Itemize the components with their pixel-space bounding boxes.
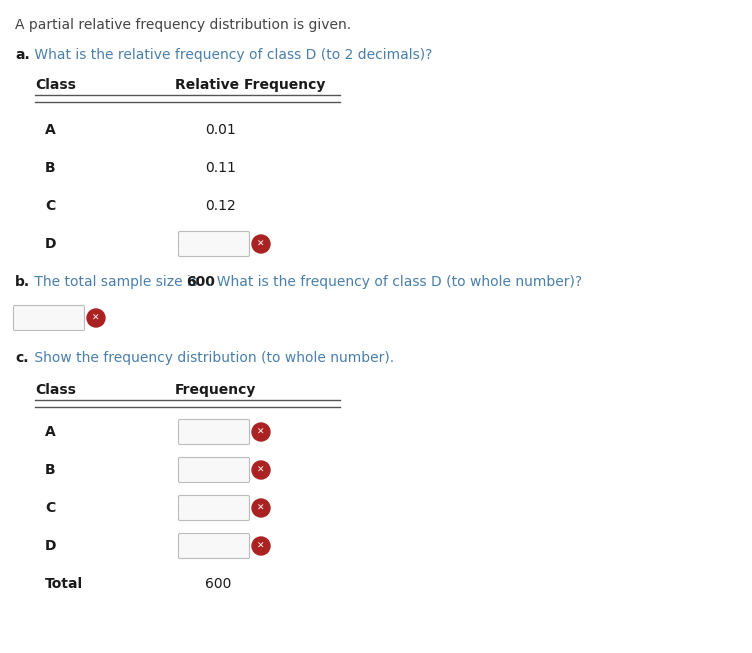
Text: What is the relative frequency of class D (to 2 decimals)?: What is the relative frequency of class … bbox=[30, 48, 432, 62]
Text: ✕: ✕ bbox=[257, 541, 265, 550]
Text: ✕: ✕ bbox=[257, 240, 265, 249]
Text: b.: b. bbox=[15, 275, 30, 289]
Text: . What is the frequency of class D (to whole number)?: . What is the frequency of class D (to w… bbox=[208, 275, 583, 289]
Text: C: C bbox=[45, 199, 55, 213]
Text: ✕: ✕ bbox=[92, 313, 100, 323]
Text: D: D bbox=[45, 539, 56, 553]
Text: ✕: ✕ bbox=[257, 503, 265, 513]
Text: 0.11: 0.11 bbox=[205, 161, 236, 175]
Text: Relative Frequency: Relative Frequency bbox=[175, 78, 326, 92]
FancyBboxPatch shape bbox=[178, 232, 250, 257]
Text: Class: Class bbox=[35, 383, 76, 397]
Text: c.: c. bbox=[15, 351, 29, 365]
Text: Total: Total bbox=[45, 577, 83, 591]
Circle shape bbox=[252, 499, 270, 517]
Text: ✕: ✕ bbox=[257, 428, 265, 436]
Text: 600: 600 bbox=[186, 275, 215, 289]
Text: Frequency: Frequency bbox=[175, 383, 256, 397]
Text: A: A bbox=[45, 425, 56, 439]
Text: A: A bbox=[45, 123, 56, 137]
Text: ✕: ✕ bbox=[257, 466, 265, 475]
Circle shape bbox=[252, 235, 270, 253]
Text: The total sample size is: The total sample size is bbox=[30, 275, 202, 289]
Text: 0.12: 0.12 bbox=[205, 199, 235, 213]
Text: B: B bbox=[45, 463, 56, 477]
FancyBboxPatch shape bbox=[178, 419, 250, 445]
Circle shape bbox=[87, 309, 105, 327]
Text: C: C bbox=[45, 501, 55, 515]
Text: Show the frequency distribution (to whole number).: Show the frequency distribution (to whol… bbox=[30, 351, 394, 365]
FancyBboxPatch shape bbox=[178, 458, 250, 483]
Text: D: D bbox=[45, 237, 56, 251]
Text: B: B bbox=[45, 161, 56, 175]
Text: a.: a. bbox=[15, 48, 30, 62]
Circle shape bbox=[252, 423, 270, 441]
Text: 0.01: 0.01 bbox=[205, 123, 235, 137]
FancyBboxPatch shape bbox=[178, 496, 250, 520]
Text: Class: Class bbox=[35, 78, 76, 92]
FancyBboxPatch shape bbox=[14, 306, 84, 330]
Circle shape bbox=[252, 461, 270, 479]
Text: 600: 600 bbox=[205, 577, 232, 591]
FancyBboxPatch shape bbox=[178, 534, 250, 558]
Text: A partial relative frequency distribution is given.: A partial relative frequency distributio… bbox=[15, 18, 351, 32]
Circle shape bbox=[252, 537, 270, 555]
